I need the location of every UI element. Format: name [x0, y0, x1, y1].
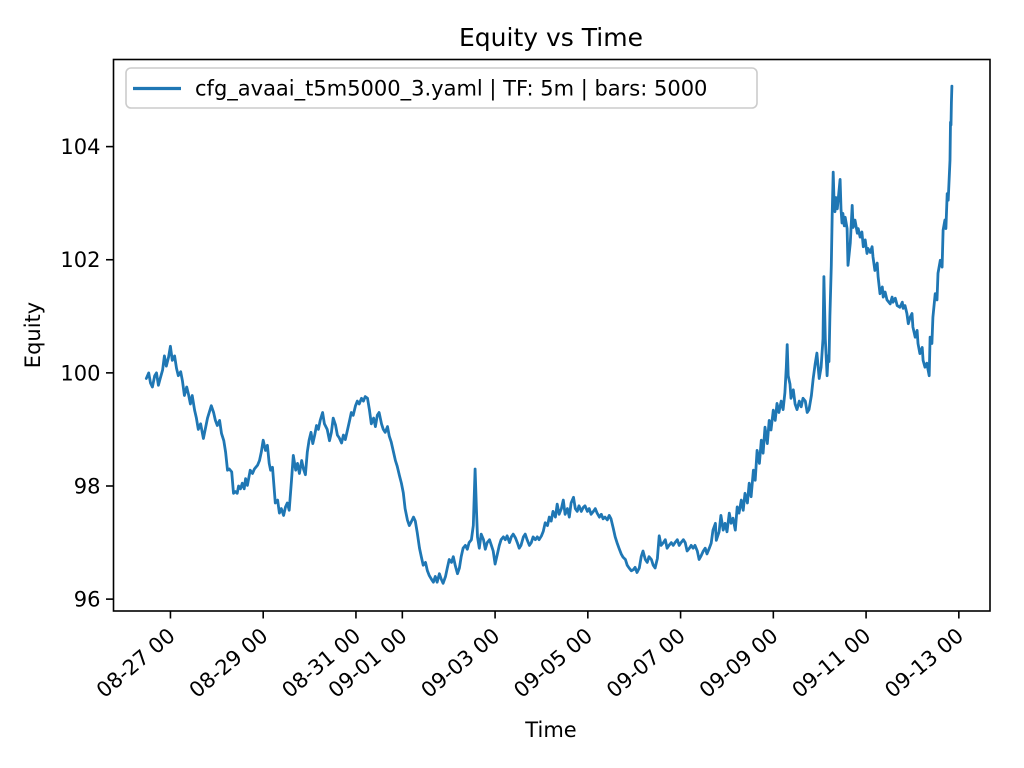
y-axis-ticks: 96 98 100 102 104 — [60, 135, 114, 612]
y-tick-label: 96 — [74, 588, 101, 612]
x-axis-label: Time — [524, 718, 576, 742]
x-tick-label: 09-05 00 — [509, 623, 597, 702]
x-tick-label: 09-09 00 — [695, 623, 783, 702]
y-tick-label: 104 — [60, 135, 100, 159]
x-tick-label: 09-11 00 — [788, 623, 876, 702]
x-tick-label: 09-03 00 — [417, 623, 505, 702]
y-tick-label: 100 — [60, 361, 100, 385]
legend: cfg_avaai_t5m5000_3.yaml | TF: 5m | bars… — [125, 67, 758, 109]
legend-box — [125, 67, 758, 109]
y-tick-label: 98 — [74, 474, 101, 498]
equity-series — [144, 84, 954, 585]
y-axis-label: Equity — [21, 302, 45, 368]
equity-line — [144, 84, 954, 585]
x-tick-label: 09-07 00 — [602, 623, 690, 702]
x-tick-label: 09-13 00 — [880, 623, 968, 702]
x-tick-label: 08-27 00 — [92, 623, 180, 702]
legend-label: cfg_avaai_t5m5000_3.yaml | TF: 5m | bars… — [195, 77, 707, 102]
plot-area-border — [112, 58, 991, 612]
x-tick-label: 08-29 00 — [185, 623, 273, 702]
y-tick-label: 102 — [60, 248, 100, 272]
chart-title: Equity vs Time — [459, 23, 643, 52]
